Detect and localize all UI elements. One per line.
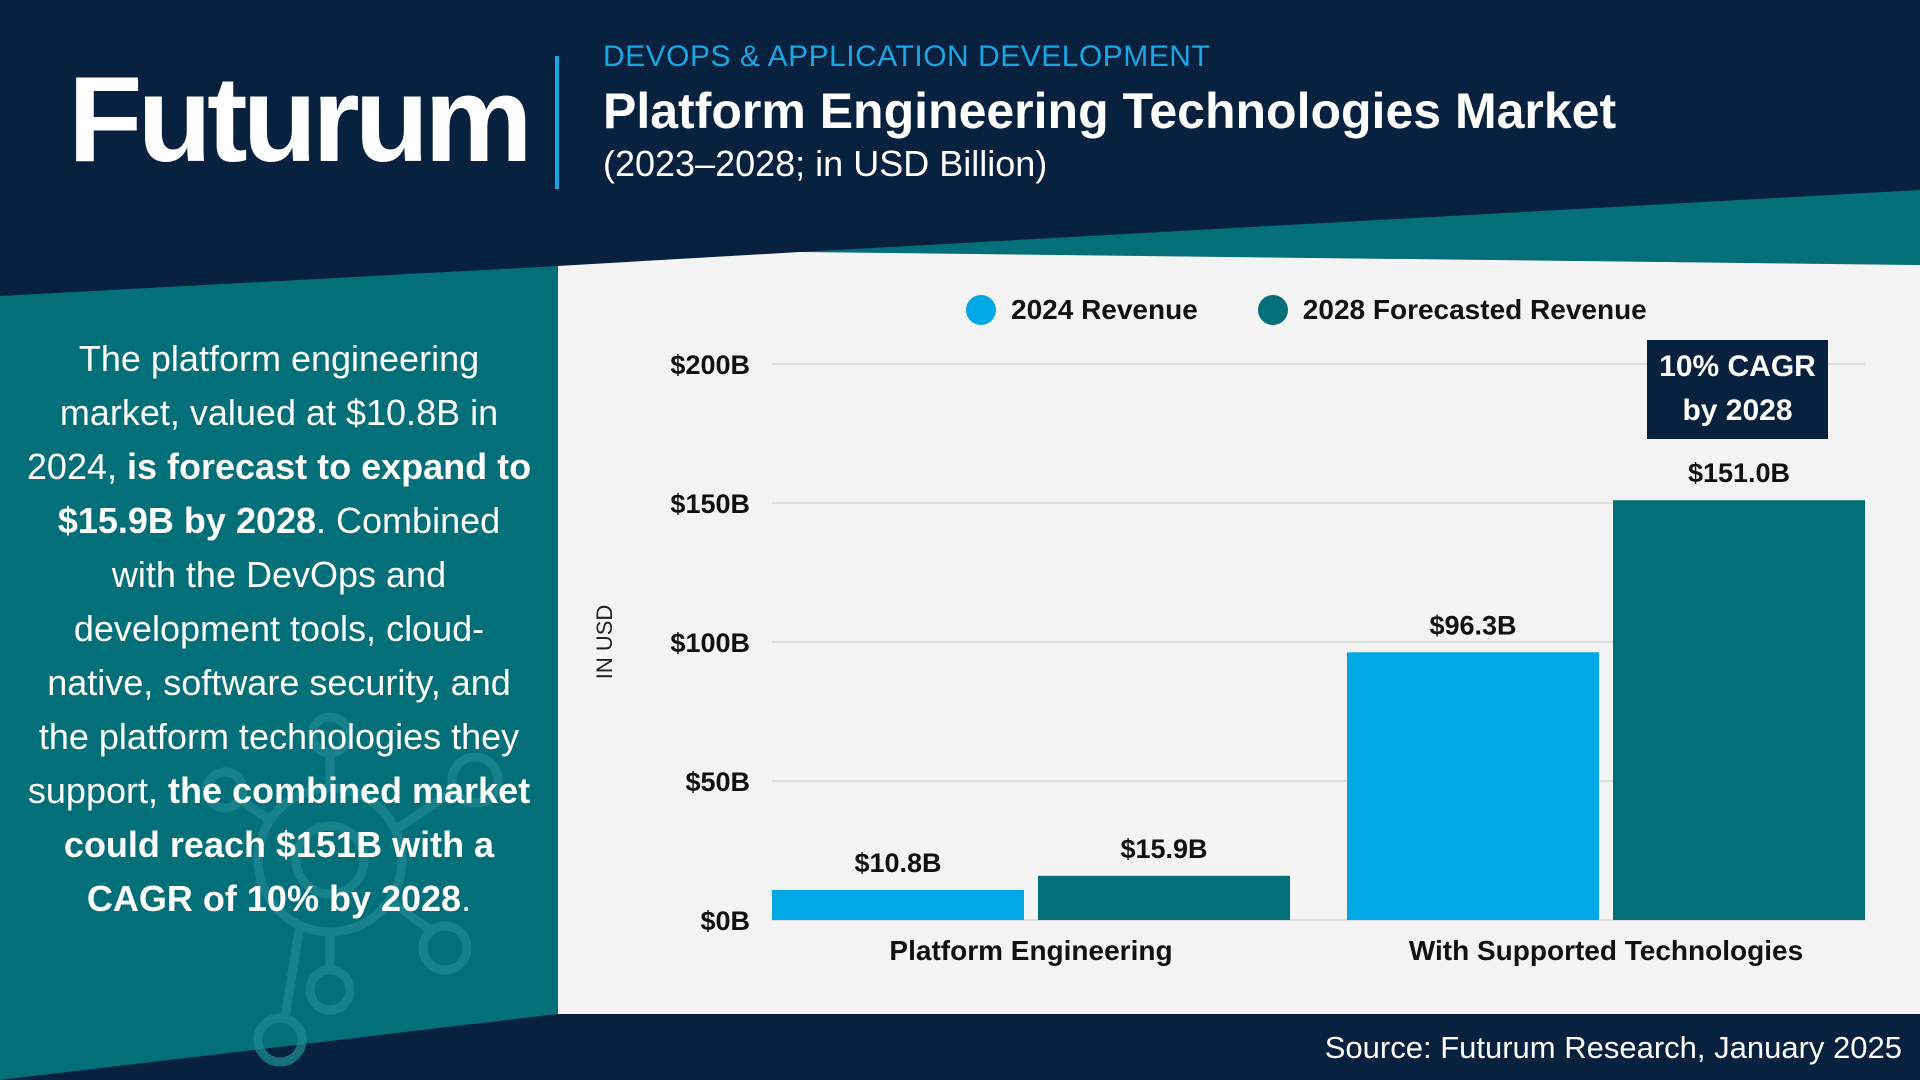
bar	[1038, 875, 1290, 920]
chart-legend: 2024 Revenue 2028 Forecasted Revenue	[966, 294, 1707, 326]
legend-item-2024: 2024 Revenue	[966, 294, 1198, 326]
summary-text-3: .	[461, 878, 472, 919]
y-axis-title: IN USD	[592, 605, 617, 680]
y-tick-label: $0B	[700, 906, 750, 936]
legend-label-2024: 2024 Revenue	[1011, 294, 1198, 325]
footer-bar: Source: Futurum Research, January 2025	[558, 1014, 1920, 1080]
header-divider	[555, 56, 559, 189]
x-category-label: Platform Engineering	[889, 935, 1172, 966]
data-label: $96.3B	[1429, 610, 1516, 640]
legend-label-2028: 2028 Forecasted Revenue	[1302, 294, 1647, 325]
summary-text: The platform engineering market, valued …	[22, 332, 536, 926]
data-label: $10.8B	[854, 848, 941, 878]
page-title: Platform Engineering Technologies Market	[603, 83, 1617, 139]
bar	[1347, 652, 1599, 920]
cagr-callout: 10% CAGR by 2028	[1647, 340, 1828, 439]
legend-item-2028: 2028 Forecasted Revenue	[1257, 294, 1647, 326]
data-label: $15.9B	[1120, 834, 1207, 864]
category-label: DEVOPS & APPLICATION DEVELOPMENT	[603, 40, 1211, 73]
summary-bold-2: the combined market could reach $151B wi…	[63, 770, 531, 919]
source-text: Source: Futurum Research, January 2025	[1324, 1030, 1902, 1065]
legend-dot-2028	[1257, 295, 1288, 325]
summary-text-1: The platform engineering market, valued …	[26, 338, 499, 487]
summary-text-2: . Combined with the DevOps and developme…	[27, 500, 520, 811]
futurum-logo: Futurum	[68, 51, 533, 187]
teal-stripe	[800, 190, 1920, 265]
cagr-line-1: 10% CAGR	[1659, 350, 1816, 383]
summary-bold-1: is forecast to expand to $15.9B by 2028	[57, 446, 532, 541]
y-tick-label: $150B	[670, 489, 750, 519]
y-tick-label: $200B	[670, 350, 750, 380]
cagr-line-2: by 2028	[1682, 394, 1793, 427]
y-tick-label: $100B	[670, 628, 750, 658]
x-category-label: With Supported Technologies	[1409, 935, 1803, 966]
y-tick-label: $50B	[685, 767, 750, 797]
page-subtitle: (2023–2028; in USD Billion)	[603, 143, 1048, 184]
network-watermark-icon	[202, 712, 503, 1067]
legend-dot-2024	[966, 295, 996, 325]
data-label: $151.0B	[1688, 458, 1790, 488]
bar	[772, 889, 1024, 920]
bar	[1613, 500, 1865, 920]
